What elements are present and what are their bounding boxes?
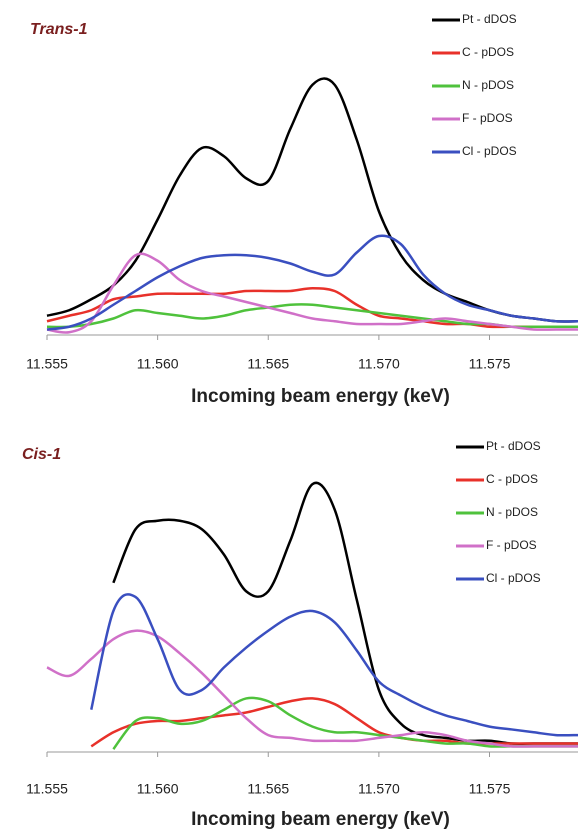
legend-label: Pt - dDOS: [486, 439, 541, 453]
x-tick-label: 11.565: [247, 356, 289, 372]
legend-label: F - pDOS: [486, 538, 537, 552]
x-tick-label: 11.575: [469, 781, 511, 797]
x-tick-label: 11.555: [26, 356, 68, 372]
x-tick-label: 11.555: [26, 781, 68, 797]
legend-label: Cl - pDOS: [462, 144, 517, 158]
series-line: [112, 481, 578, 745]
x-axis-label: Incoming beam energy (keV): [191, 386, 450, 407]
chart-title: Cis-1: [22, 446, 61, 463]
x-tick-label: 11.560: [137, 781, 179, 797]
series-line: [112, 696, 578, 750]
legend-label: C - pDOS: [486, 472, 538, 486]
series-line: [46, 234, 578, 331]
series-line: [46, 303, 578, 329]
legend-label: Cl - pDOS: [486, 571, 541, 585]
series-line: [90, 593, 578, 737]
x-tick-label: 11.575: [469, 356, 511, 372]
series-line: [90, 697, 578, 748]
series-line: [46, 286, 578, 329]
x-tick-label: 11.570: [358, 356, 400, 372]
x-tick-label: 11.560: [137, 356, 179, 372]
legend-label: N - pDOS: [462, 78, 514, 92]
chart-title: Trans-1: [30, 21, 88, 38]
x-tick-label: 11.565: [247, 781, 289, 797]
legend-label: C - pDOS: [462, 45, 514, 59]
legend-label: Pt - dDOS: [462, 12, 517, 26]
x-axis-label: Incoming beam energy (keV): [191, 809, 450, 830]
legend-label: N - pDOS: [486, 505, 538, 519]
x-tick-label: 11.570: [358, 781, 400, 797]
legend-label: F - pDOS: [462, 111, 513, 125]
series-line: [46, 629, 578, 748]
series-line: [46, 252, 578, 334]
